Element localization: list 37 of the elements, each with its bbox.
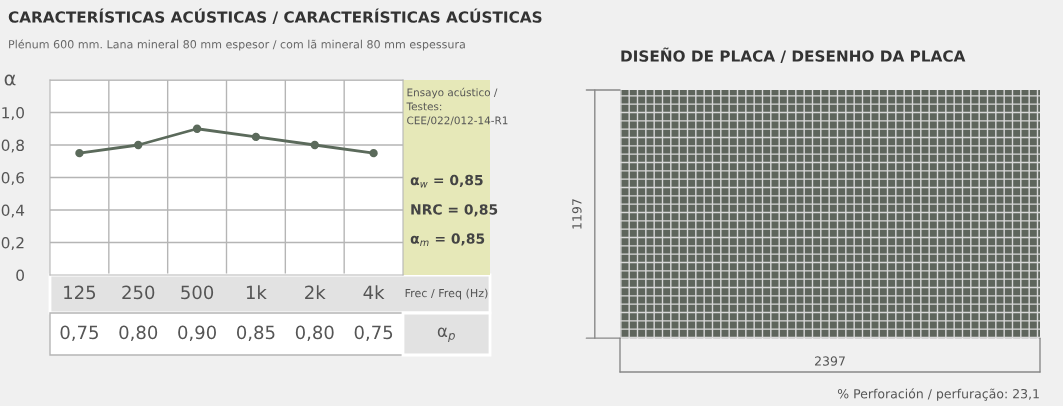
point: [369, 148, 378, 158]
text: DISEÑO DE PLACA / DESENHO DA PLACA: [621, 47, 966, 64]
text: Ensayo acústico / Testes: CEE/022/012-14-R1: [406, 87, 508, 126]
y-tick-label: 0,6: [1, 171, 25, 186]
x-tick-label: 500: [181, 285, 214, 300]
text: NRC = 0,85: [411, 204, 498, 217]
data-label: 0,75: [354, 325, 393, 342]
x-tick-label: 250: [122, 285, 155, 300]
chart-title: CARACTERÍSTICAS ACÚSTICAS / CARACTERÍSTICAS ACÚSTICAS: [8, 8, 542, 25]
x-tick-label: 2k: [305, 285, 326, 299]
y-tick-label: 0,2: [1, 236, 24, 251]
data-label: 0,75: [60, 325, 98, 342]
point: [251, 132, 261, 142]
text: 1197: [572, 199, 582, 229]
y-axis-title: α: [4, 74, 16, 86]
text: 2397: [815, 356, 845, 366]
y-tick-label: 0: [16, 269, 24, 282]
text: α$_{p}$: [437, 327, 455, 343]
point: [75, 148, 84, 158]
point: [310, 140, 319, 150]
text: α$_{w}$ = 0,85: [410, 174, 483, 188]
x-tick-label: 1k: [246, 285, 267, 299]
x-tick-label: 4k: [363, 285, 385, 299]
data-label: 0,80: [119, 325, 158, 342]
x-axis-title: Frec / Freq (Hz): [405, 288, 488, 300]
chart-subtitle: Plénum 600 mm. Lana mineral 80 mm espesor / com lã mineral 80 mm espessura: [9, 39, 465, 51]
y-tick-label: 0,4: [1, 204, 25, 218]
point: [134, 140, 143, 150]
data-label: 0,80: [295, 325, 334, 342]
x-tick-label: 125: [64, 285, 96, 300]
data-label: 0,90: [178, 325, 216, 342]
point: [192, 124, 202, 133]
y-tick-label: 1,0: [2, 106, 24, 121]
y-tick-label: 0,8: [1, 139, 24, 153]
text: α$_{m}$ = 0,85: [410, 233, 485, 246]
text: % Perforación / perfuração: 23,1: [837, 388, 1039, 401]
data-label: 0,85: [237, 325, 275, 342]
